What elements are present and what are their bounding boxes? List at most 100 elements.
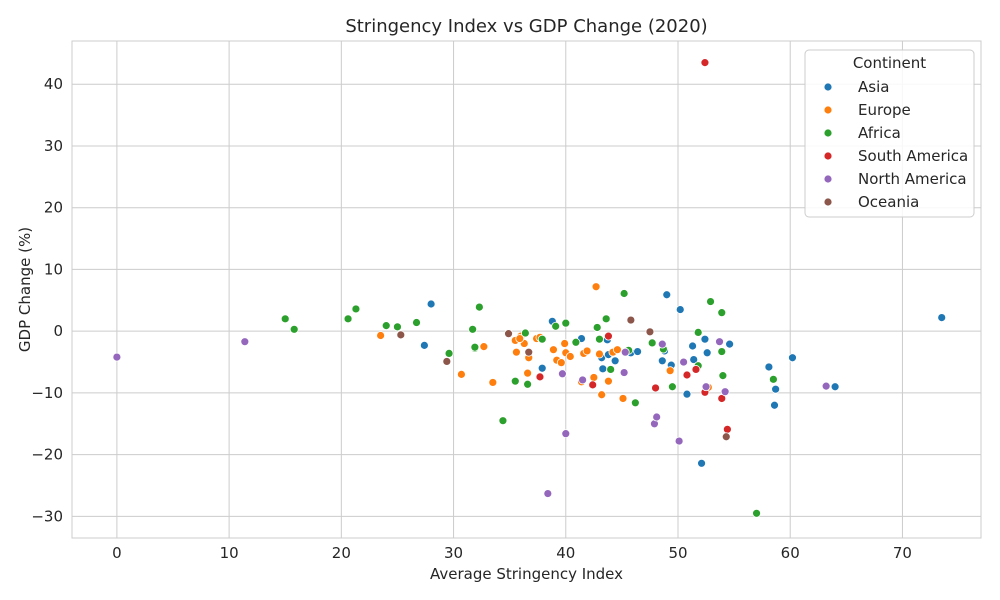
data-point [697, 458, 706, 468]
data-point [289, 324, 299, 334]
data-point [674, 436, 684, 446]
legend-label: Africa [858, 124, 901, 142]
series-oceania [396, 315, 731, 442]
x-tick-label: 70 [893, 544, 912, 562]
legend: Continent Asia Europe Africa South America N… [804, 49, 975, 218]
data-point [701, 382, 711, 392]
y-tick-label: −10 [31, 384, 63, 402]
legend-marker [823, 197, 833, 207]
legend-marker [823, 105, 833, 115]
data-point [604, 376, 613, 386]
y-tick-label: 20 [44, 199, 63, 217]
legend-label: Europe [858, 101, 911, 119]
data-point [240, 337, 250, 347]
series-north-america [112, 337, 831, 498]
data-point [651, 383, 660, 393]
data-point [770, 400, 779, 410]
y-tick-label: 10 [44, 260, 63, 278]
data-point [613, 345, 622, 355]
data-point [645, 327, 655, 337]
tick-labels: 0 10 20 30 40 50 60 70 −30 −20 −10 0 10 20 30 40 [31, 75, 912, 562]
data-point [830, 382, 840, 392]
data-point [515, 334, 525, 343]
legend-item: Africa [823, 124, 901, 142]
legend-item: Asia [823, 78, 889, 96]
data-point [280, 314, 290, 324]
data-point [468, 324, 478, 334]
data-point [112, 352, 122, 362]
chart-title: Stringency Index vs GDP Change (2020) [345, 16, 707, 37]
data-point [689, 355, 699, 364]
legend-label: North America [858, 170, 967, 188]
data-point [771, 384, 781, 394]
data-point [662, 290, 672, 300]
data-point [582, 346, 592, 356]
data-point [619, 368, 629, 377]
data-point [376, 331, 386, 340]
data-point [535, 372, 545, 382]
data-point [504, 329, 513, 339]
data-point [396, 330, 406, 340]
y-tick-label: −30 [31, 507, 63, 525]
data-point [571, 337, 581, 347]
data-point [667, 382, 677, 392]
y-tick-label: −20 [31, 446, 63, 464]
data-point [717, 347, 727, 356]
data-point [393, 322, 402, 332]
y-axis-label: GDP Change (%) [16, 227, 34, 352]
data-point [682, 389, 692, 399]
data-point [691, 365, 701, 374]
data-point [721, 432, 731, 442]
legend-label: Oceania [858, 193, 919, 211]
legend-label: South America [858, 147, 968, 165]
data-point [520, 328, 530, 338]
data-point [688, 341, 697, 351]
data-point [702, 348, 712, 358]
x-axis-label: Average Stringency Index [430, 565, 623, 583]
legend-box [804, 49, 975, 218]
data-point [720, 387, 730, 397]
data-point [343, 314, 353, 324]
data-point [561, 318, 571, 328]
data-point [937, 313, 947, 322]
data-point [474, 302, 484, 312]
data-point [682, 370, 692, 380]
x-tick-label: 50 [668, 544, 687, 562]
legend-marker [823, 128, 833, 138]
data-point [657, 356, 667, 366]
data-point [725, 339, 735, 349]
data-point [598, 364, 608, 374]
x-tick-label: 10 [220, 544, 239, 562]
data-point [560, 339, 570, 348]
legend-item: South America [823, 147, 968, 165]
legend-label: Asia [858, 78, 889, 96]
x-tick-label: 60 [781, 544, 800, 562]
data-point [488, 378, 498, 387]
legend-item: North America [823, 170, 967, 188]
data-point [647, 338, 657, 348]
data-points [112, 58, 947, 518]
data-point [381, 321, 391, 331]
data-point [556, 358, 566, 368]
series-asia [419, 290, 947, 468]
data-point [652, 412, 662, 422]
data-point [412, 318, 421, 327]
data-point [551, 321, 561, 331]
data-point [693, 328, 703, 337]
data-point [606, 365, 616, 374]
data-point [578, 375, 588, 385]
data-point [604, 331, 613, 341]
data-point [591, 282, 601, 292]
data-point [679, 357, 689, 367]
data-point [657, 339, 667, 349]
plot-frame [71, 40, 982, 539]
data-point [498, 416, 508, 426]
data-point [592, 323, 602, 332]
data-point [565, 352, 575, 361]
data-point [718, 371, 728, 381]
data-point [537, 363, 547, 373]
x-tick-label: 40 [556, 544, 575, 562]
data-point [523, 379, 533, 389]
y-tick-label: 40 [44, 75, 63, 93]
